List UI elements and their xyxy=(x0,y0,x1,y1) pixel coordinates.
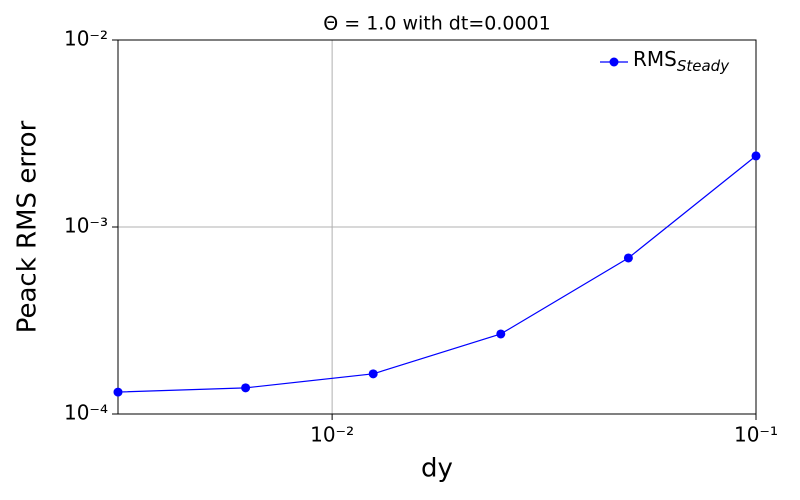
plot-frame xyxy=(117,39,757,415)
legend-subscript: Steady xyxy=(677,57,730,75)
series-line xyxy=(117,155,757,393)
data-point xyxy=(496,329,506,339)
legend-name: RMS xyxy=(633,47,677,71)
y-tick-label: 10⁻³ xyxy=(64,214,108,238)
y-tick-label: 10⁻² xyxy=(64,27,108,51)
x-tick-label: 10⁻¹ xyxy=(734,423,778,447)
legend-label: RMSSteady xyxy=(633,47,730,75)
legend-marker xyxy=(609,57,619,67)
x-axis-label: dy xyxy=(421,454,453,484)
data-point xyxy=(113,387,123,397)
y-axis-label: Peack RMS error xyxy=(13,120,43,333)
y-tick-label: 10⁻⁴ xyxy=(64,401,108,425)
chart-title: Θ = 1.0 with dt=0.0001 xyxy=(323,13,550,35)
data-point xyxy=(623,253,633,263)
x-tick-label: 10⁻² xyxy=(310,423,354,447)
data-point xyxy=(751,151,761,161)
data-point xyxy=(241,383,251,393)
data-point xyxy=(368,369,378,379)
